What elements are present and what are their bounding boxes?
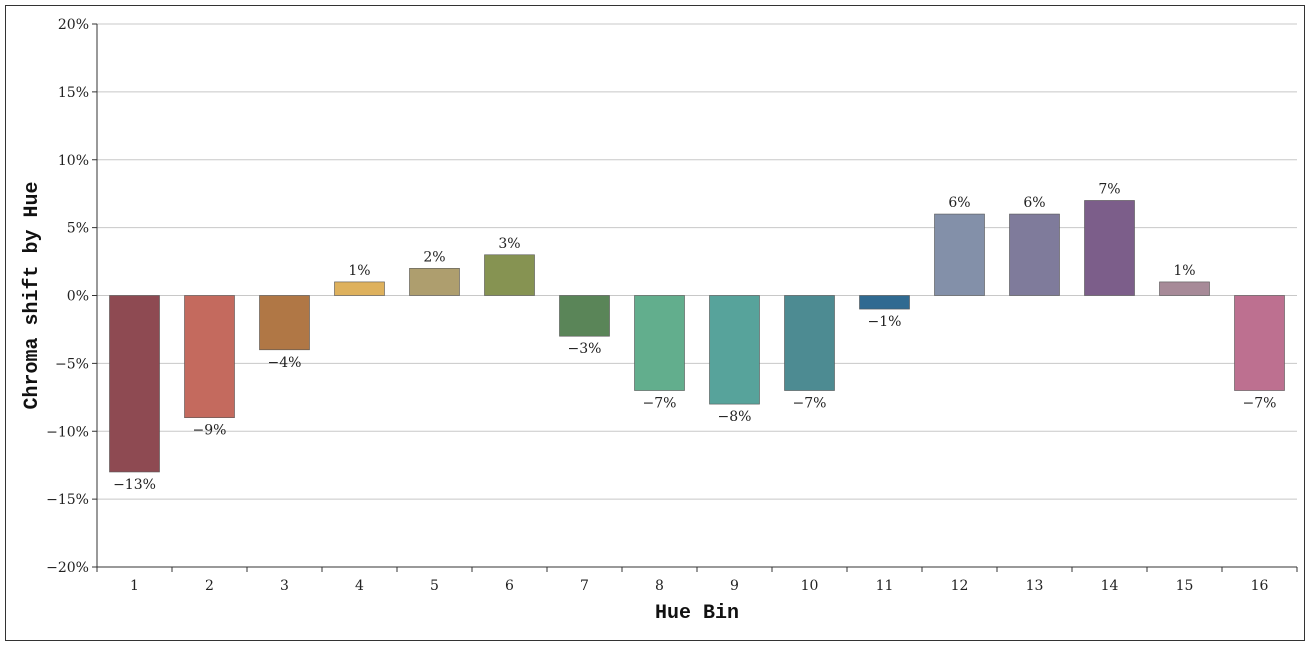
data-label-3: −4%	[268, 355, 302, 371]
y-tick-label: 5%	[67, 221, 89, 237]
data-label-8: −7%	[643, 396, 677, 412]
data-label-15: 1%	[1173, 263, 1195, 279]
data-label-2: −9%	[193, 423, 227, 439]
bar-2	[184, 295, 235, 418]
bar-5	[409, 268, 460, 296]
bar-15	[1159, 281, 1210, 296]
bar-16	[1234, 295, 1285, 391]
data-label-11: −1%	[868, 314, 902, 330]
y-tick-label: −5%	[55, 356, 89, 372]
data-label-6: 3%	[498, 236, 520, 252]
y-tick-label: 10%	[58, 153, 89, 169]
x-tick-label: 14	[1101, 578, 1119, 594]
bars	[109, 200, 1285, 473]
bar-9	[709, 295, 760, 405]
y-tick-label: −10%	[46, 424, 89, 440]
y-axis-title: Chroma shift by Hue	[21, 181, 44, 409]
y-tick-label: 20%	[58, 17, 89, 33]
bar-3	[259, 295, 310, 351]
bar-4	[334, 281, 385, 296]
x-tick-label: 13	[1026, 578, 1044, 594]
x-tick-label: 5	[430, 578, 439, 594]
x-tick-label: 11	[876, 578, 894, 594]
data-label-16: −7%	[1243, 396, 1277, 412]
bar-6	[484, 254, 535, 296]
x-tick-label: 1	[130, 578, 139, 594]
data-label-13: 6%	[1023, 195, 1045, 211]
data-labels: −13% −9% −4% 1% 2% 3% −3% −7% −8% −7% −1% 6% 6% 7% 1% −…	[113, 181, 1276, 493]
y-tick-label: 0%	[67, 289, 89, 305]
bar-13	[1009, 213, 1060, 296]
bar-11	[859, 295, 910, 310]
data-label-4: 1%	[348, 263, 370, 279]
bar-1	[109, 295, 160, 473]
bar-10	[784, 295, 835, 391]
x-tick-label: 12	[951, 578, 969, 594]
data-label-12: 6%	[948, 195, 970, 211]
y-tick-label: −20%	[46, 560, 89, 576]
chart-container: −20% −15% −10% −5% 0% 5% 10% 15% 20% 1 2 3 4 5 6 7 8 9 10 1…	[5, 5, 1305, 641]
bar-8	[634, 295, 685, 391]
x-tick-label: 8	[655, 578, 664, 594]
x-tick-label: 10	[801, 578, 819, 594]
x-tick-label: 9	[730, 578, 739, 594]
bar-chart: −20%−15%−10%−5%0%5%10%15%20%1 2 3 4 5 6 7 8 9 10 1…	[21, 17, 1298, 625]
data-label-9: −8%	[718, 409, 752, 425]
x-tick-label: 15	[1176, 578, 1194, 594]
y-tick-label: −15%	[46, 492, 89, 508]
bar-12	[934, 213, 985, 296]
x-tick-label: 3	[280, 578, 289, 594]
x-tick-label: 4	[355, 578, 364, 594]
y-tick-label: 15%	[58, 85, 89, 101]
x-tick-label: 2	[205, 578, 214, 594]
data-label-10: −7%	[793, 396, 827, 412]
axes: −20%−15%−10%−5%0%5%10%15%20%1 2 3 4 5 6 7 8 9 10 1…	[46, 17, 1298, 594]
bar-14	[1084, 200, 1135, 296]
data-label-7: −3%	[568, 341, 602, 357]
x-axis-title: Hue Bin	[655, 602, 739, 625]
data-label-14: 7%	[1098, 181, 1120, 197]
x-tick-label: 16	[1251, 578, 1269, 594]
x-tick-label: 7	[580, 578, 589, 594]
x-tick-label: 6	[505, 578, 514, 594]
data-label-1: −13%	[113, 477, 156, 493]
data-label-5: 2%	[423, 249, 445, 265]
bar-7	[559, 295, 610, 337]
